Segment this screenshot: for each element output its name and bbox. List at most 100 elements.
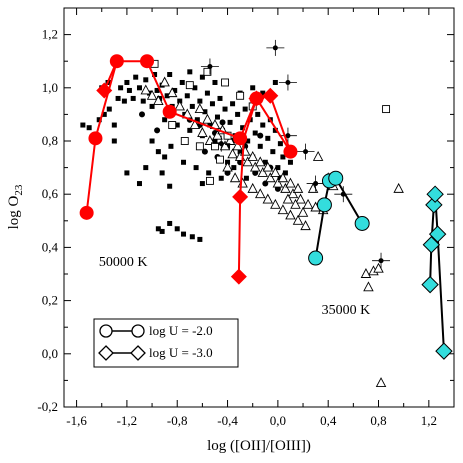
- observed-errorbar-point: [285, 79, 291, 85]
- y-tick-label: 0,0: [42, 346, 58, 361]
- observed-triangle-point: [222, 161, 233, 172]
- observed-square-point: [121, 98, 127, 104]
- observed-square-point: [124, 79, 130, 85]
- observed-square-point: [265, 135, 271, 141]
- observed-triangle-point: [360, 268, 372, 278]
- model-circle-point: [109, 54, 124, 69]
- observed-square-point: [155, 149, 161, 155]
- observed-square-point: [152, 72, 158, 77]
- y-axis-title-main: log O: [6, 195, 22, 229]
- y-axis-title: log O23: [6, 184, 25, 229]
- observed-square-point: [240, 125, 246, 131]
- observed-square-point: [140, 98, 146, 104]
- observed-triangle-point: [285, 177, 296, 188]
- y-tick-label: -0,2: [37, 399, 58, 414]
- observed-square-point: [174, 226, 180, 232]
- model-circle-point: [308, 250, 324, 266]
- observed-triangle-point: [363, 281, 374, 292]
- observed-square-point: [189, 234, 195, 240]
- observed-square-point: [194, 117, 200, 123]
- observed-triangle-point: [247, 182, 258, 193]
- observed-square-point: [231, 165, 237, 171]
- x-tick-label: 0,0: [270, 413, 286, 428]
- observed-square-point: [260, 122, 266, 128]
- observed-triangle-point: [277, 204, 289, 215]
- observed-square-point: [287, 159, 293, 165]
- observed-triangle-point: [255, 188, 266, 199]
- legend: log U = -2.0 log U = -3.0: [93, 318, 239, 368]
- observed-triangle-point: [174, 100, 185, 111]
- observed-square-point: [197, 236, 203, 242]
- observed-square-point: [275, 165, 281, 171]
- model-diamond-point: [422, 236, 441, 254]
- observed-open-square-point: [195, 142, 204, 151]
- observed-square-point: [214, 114, 220, 120]
- observed-square-point: [162, 154, 168, 160]
- observed-square-point: [209, 101, 215, 107]
- observed-errorbar-point: [218, 141, 224, 147]
- model-circle-point: [328, 170, 344, 186]
- observed-triangle-point: [282, 193, 294, 204]
- annotation-50000k: 50000 K: [99, 255, 148, 270]
- legend-label-circle: log U = -2.0: [149, 323, 213, 338]
- observed-triangle-point: [146, 89, 158, 100]
- observed-square-point: [179, 79, 185, 85]
- observed-open-square-point: [205, 176, 214, 185]
- x-axis-title: log ([OII]/[OIII]): [207, 438, 311, 454]
- observed-square-point: [202, 109, 208, 115]
- observed-triangle-point: [262, 161, 274, 172]
- observed-triangle-point: [292, 214, 304, 225]
- observed-triangle-point: [153, 95, 164, 106]
- observed-triangle-point: [262, 193, 274, 204]
- observed-square-point: [106, 106, 112, 112]
- observed-square-point: [193, 165, 199, 171]
- observed-square-point: [155, 226, 161, 232]
- observed-triangle-point: [302, 198, 314, 209]
- observed-square-point: [159, 170, 165, 176]
- observed-triangle-point: [229, 172, 241, 183]
- observed-square-point: [199, 74, 205, 80]
- observed-triangle-point: [159, 76, 170, 87]
- observed-triangle-point: [270, 198, 281, 209]
- observed-triangle-point: [290, 198, 301, 209]
- observed-square-point: [206, 170, 212, 176]
- observed-triangle-point: [373, 262, 384, 273]
- y-axis-title-sub: 23: [13, 184, 25, 196]
- observed-square-point: [187, 69, 193, 75]
- observed-square-point: [133, 74, 139, 80]
- observed-errorbar-point: [285, 133, 291, 139]
- observed-square-point: [260, 90, 266, 96]
- observed-triangle-point: [312, 150, 324, 161]
- observed-square-point: [124, 170, 130, 176]
- observed-triangle-point: [189, 119, 201, 129]
- observed-square-point: [235, 111, 241, 117]
- y-tick-label: 1,2: [42, 27, 58, 42]
- observed-square-point: [181, 231, 187, 237]
- x-tick-label: 0,4: [320, 413, 337, 428]
- observed-triangle-point: [295, 193, 306, 204]
- observed-square-point: [255, 111, 261, 117]
- observed-triangle-point: [247, 150, 258, 161]
- observed-square-point: [189, 103, 195, 109]
- plot-frame: [63, 7, 455, 408]
- observed-triangle-point: [257, 166, 269, 177]
- observed-square-point: [227, 119, 233, 125]
- observed-triangle-point: [297, 206, 309, 217]
- legend-label-diamond: log U = -3.0: [149, 345, 213, 360]
- observed-open-square-point: [216, 155, 224, 164]
- observed-square-point: [272, 79, 278, 85]
- observed-errorbar-point: [207, 64, 213, 70]
- x-tick-label: -1,2: [117, 413, 138, 428]
- observed-errorbar-point: [272, 45, 278, 51]
- observed-triangle-point: [224, 135, 236, 145]
- observed-square-point: [167, 72, 173, 77]
- observed-errorbar-point: [303, 149, 309, 155]
- observed-square-point: [162, 117, 168, 123]
- observed-square-point: [207, 122, 213, 128]
- observed-triangle-point: [227, 148, 238, 159]
- observed-triangle-point: [242, 156, 253, 167]
- legend-box: [93, 318, 239, 368]
- observed-triangle-point: [249, 161, 261, 172]
- observed-triangle-point: [285, 209, 296, 220]
- observed-square-point: [242, 106, 248, 112]
